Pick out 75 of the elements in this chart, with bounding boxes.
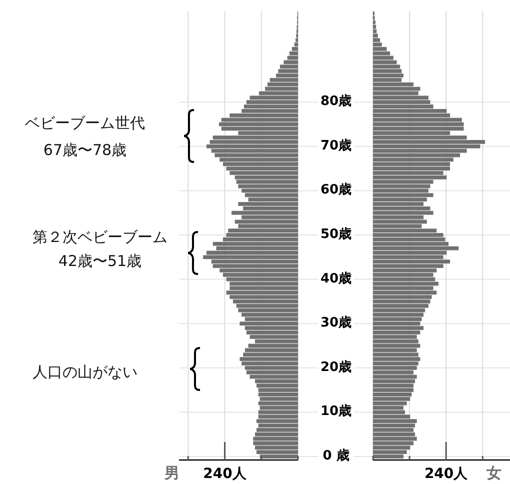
bar	[373, 277, 436, 282]
bar	[221, 126, 298, 131]
bar	[373, 436, 417, 441]
bar	[373, 282, 438, 286]
bar	[373, 374, 417, 379]
bar	[231, 210, 298, 215]
bar	[258, 401, 298, 406]
bar	[373, 312, 424, 317]
text: 第２次ベビーブーム 42歳〜51歳	[32, 228, 168, 270]
bar	[236, 180, 298, 184]
bar	[218, 122, 298, 126]
bar	[373, 122, 464, 126]
bar	[256, 384, 298, 388]
bar	[373, 379, 416, 384]
bar	[373, 96, 428, 100]
bar	[373, 384, 414, 388]
bar	[373, 56, 394, 60]
y-tick-label: 80歳	[320, 94, 352, 110]
y-tick-label: 20歳	[320, 360, 352, 375]
bar	[212, 242, 298, 246]
bar	[373, 246, 459, 250]
bar	[221, 118, 298, 122]
bar	[373, 348, 417, 352]
text: ベビーブーム世代 67歳〜78歳	[25, 114, 145, 159]
text: 男	[164, 464, 180, 482]
x-tick-label: 240人	[424, 466, 469, 482]
bar	[254, 432, 298, 436]
y-tick-label: 70歳	[320, 138, 352, 154]
bar	[373, 220, 427, 224]
bar	[284, 60, 298, 64]
bar	[373, 339, 418, 344]
bar	[373, 64, 400, 69]
bar	[203, 255, 298, 260]
bar	[253, 436, 298, 441]
bar	[214, 153, 298, 158]
bar	[373, 34, 378, 38]
bar	[280, 64, 298, 69]
bar	[238, 184, 298, 188]
bar	[373, 401, 407, 406]
bar	[373, 308, 426, 312]
bar	[373, 126, 464, 131]
bar	[254, 446, 298, 450]
y-tick-label: 60歳	[320, 182, 352, 198]
bar	[242, 188, 298, 193]
y-tick-label: 30歳	[320, 316, 352, 331]
bar	[230, 282, 298, 286]
y-tick-label: 10歳	[320, 404, 352, 420]
bar	[373, 370, 414, 374]
y-tick-label: 0 歳	[322, 448, 350, 464]
y-tick-label: 40歳	[320, 271, 352, 286]
text: 人口の山がない	[32, 363, 138, 381]
bar	[242, 312, 298, 317]
x-tick-label: 240人	[203, 466, 248, 482]
bar	[373, 118, 462, 122]
bar	[373, 317, 422, 322]
bar	[244, 348, 298, 352]
bar	[234, 220, 298, 224]
bar	[246, 370, 298, 374]
bar	[238, 308, 298, 312]
bar	[230, 286, 298, 290]
bar	[267, 82, 298, 86]
bar	[250, 96, 298, 100]
bar	[253, 441, 298, 446]
bar	[258, 414, 298, 419]
bar	[373, 210, 434, 215]
bar	[373, 406, 404, 410]
y-tick-label: 50歳	[320, 227, 352, 242]
text: 女	[486, 464, 502, 482]
bar	[206, 250, 298, 255]
bar	[373, 446, 410, 450]
bar	[373, 432, 416, 436]
bar	[226, 277, 298, 282]
bar	[373, 441, 414, 446]
bar	[289, 51, 298, 56]
bar	[373, 51, 390, 56]
